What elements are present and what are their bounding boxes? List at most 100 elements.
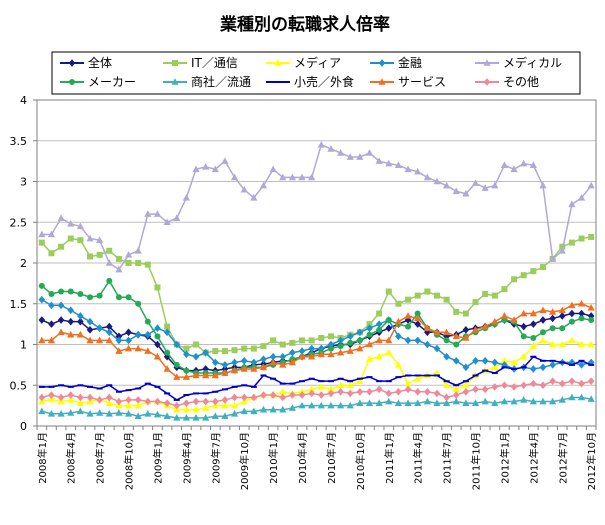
data-point [588,363,595,366]
data-point [154,397,161,406]
data-point [414,374,422,382]
data-point [385,348,393,356]
data-point [124,344,133,352]
data-point [405,374,412,377]
data-point [125,336,132,345]
data-point [568,363,575,366]
data-point [395,300,402,307]
data-point [241,345,248,352]
data-point [135,260,142,266]
data-point [182,194,190,201]
data-point [482,290,489,297]
data-point [47,336,56,344]
data-point [192,397,200,406]
y-tick-label: 1.5 [10,298,28,311]
data-point [299,380,306,383]
data-point [539,181,547,189]
data-point [453,308,460,315]
data-point [462,399,470,406]
data-point [529,161,537,168]
data-point [38,336,46,344]
data-point [269,358,277,366]
data-point [520,396,528,403]
data-point [163,412,171,420]
legend-marker [274,59,282,66]
data-point [57,214,65,221]
data-point [221,369,229,376]
data-point [86,409,94,417]
x-tick-label: 2011年10月 [470,432,483,490]
data-point [375,157,383,164]
legend-label: IT／通信 [191,56,238,70]
data-point [577,194,586,201]
data-point [375,352,383,360]
data-point [124,401,133,409]
data-point [452,357,460,365]
data-point [375,399,383,406]
data-point [491,292,498,299]
data-point [279,173,287,181]
data-point [501,286,508,293]
data-point [298,173,306,181]
legend-label: 小売／外食 [294,74,354,89]
data-point [587,377,595,385]
legend-item: 商社／流通 [163,74,251,89]
data-point [96,396,103,404]
data-point [588,317,595,324]
data-point [414,314,422,322]
data-point [87,294,94,301]
data-point [279,382,286,385]
data-point [491,383,499,391]
data-point [288,358,297,366]
data-point [173,401,181,410]
legend-marker [171,78,179,85]
legend-label: メーカー [88,75,136,89]
data-point [105,328,113,337]
data-point [356,337,363,344]
data-point [365,355,374,362]
data-point [230,366,239,374]
x-tick-label: 2011年7月 [441,432,454,484]
data-point [443,328,451,336]
data-point [173,361,180,368]
data-point [47,409,56,417]
data-point [105,336,113,344]
data-point [366,376,373,379]
data-point [530,379,537,388]
data-point [424,340,431,349]
data-point [318,391,325,399]
data-point [501,381,508,390]
data-point [559,325,566,332]
legend-label: 金融 [398,55,422,70]
data-point [86,317,94,326]
data-point [365,149,374,156]
data-point [96,336,104,344]
data-point [250,358,258,367]
data-point [134,396,142,404]
data-point [385,317,392,324]
data-point [327,333,334,340]
data-point [511,367,518,370]
data-point [298,401,306,409]
data-point [96,236,104,243]
data-point [539,336,547,344]
data-point [336,381,345,389]
data-point [48,290,55,297]
data-point [230,401,239,409]
x-tick-label: 2012年10月 [585,432,598,490]
x-tick-label: 2009年7月 [209,432,222,484]
data-point [433,328,441,336]
data-point [164,349,171,356]
data-point [404,312,412,319]
y-tick-label: 2 [20,257,27,270]
data-point [115,255,122,262]
data-point [549,397,557,405]
data-point [414,387,421,396]
data-point [356,377,363,380]
data-point [289,382,296,385]
data-point [327,350,335,358]
data-point [385,288,392,295]
data-point [318,380,325,383]
data-point [453,384,460,387]
